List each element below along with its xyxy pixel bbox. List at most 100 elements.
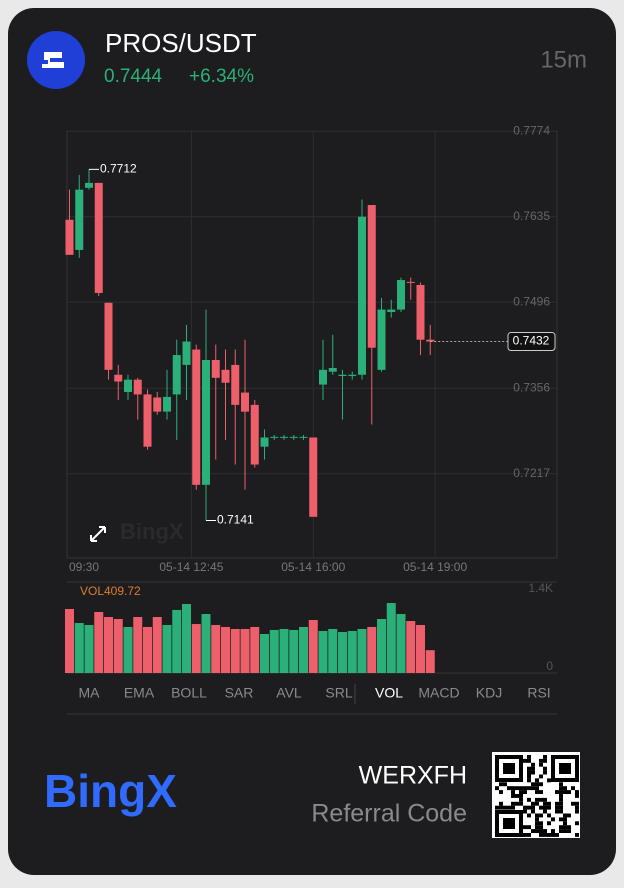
candle-body xyxy=(358,216,366,375)
qr-cell xyxy=(543,805,547,810)
volume-bar xyxy=(318,630,328,673)
qr-cell xyxy=(575,833,579,837)
volume-bar xyxy=(260,634,269,673)
qr-cell xyxy=(555,805,559,810)
candle-body xyxy=(270,436,279,438)
low-label: 0.7141 xyxy=(217,513,254,527)
indicator-tab[interactable]: MACD xyxy=(418,685,459,701)
indicator-tab[interactable]: SAR xyxy=(225,685,254,701)
qr-cell xyxy=(527,797,531,802)
volume-bar xyxy=(84,624,94,673)
candle-body xyxy=(416,284,425,340)
qr-cell xyxy=(543,801,547,806)
qr-cell xyxy=(563,786,567,791)
volume-bar xyxy=(328,628,338,673)
qr-cell xyxy=(527,774,531,779)
candle-body xyxy=(260,437,269,447)
vol-label: VOL409.72 xyxy=(80,584,141,598)
indicator-tab[interactable]: EMA xyxy=(124,685,155,701)
qr-cell xyxy=(535,817,539,822)
candle-body xyxy=(114,374,123,382)
qr-cell xyxy=(535,829,539,833)
qr-cell xyxy=(559,782,563,787)
qr-cell xyxy=(539,805,543,810)
qr-cell xyxy=(543,755,547,759)
volume-bar xyxy=(289,629,299,673)
qr-cell xyxy=(527,786,531,791)
qr-cell xyxy=(523,790,527,794)
expand-icon[interactable] xyxy=(90,526,106,542)
qr-cell xyxy=(535,778,539,783)
y-tick-label: 0.7356 xyxy=(513,380,550,394)
qr-cell xyxy=(539,790,543,794)
qr-cell xyxy=(575,809,579,814)
qr-cell xyxy=(531,805,535,810)
qr-cell xyxy=(511,805,515,810)
qr-cell xyxy=(535,825,539,830)
qr-cell xyxy=(499,790,503,794)
candle-body xyxy=(143,394,152,447)
qr-cell xyxy=(527,813,531,818)
candle-body xyxy=(367,205,376,348)
volume-bar xyxy=(191,624,201,673)
qr-cell xyxy=(527,755,531,759)
volume-bar xyxy=(123,626,133,673)
candle-body xyxy=(221,369,230,383)
high-label: 0.7712 xyxy=(100,162,137,176)
qr-cell xyxy=(523,805,527,810)
qr-cell xyxy=(527,825,531,830)
qr-cell xyxy=(531,801,535,806)
qr-cell xyxy=(543,797,547,802)
qr-cell xyxy=(519,801,523,806)
indicator-tab[interactable]: AVL xyxy=(276,685,302,701)
qr-cell xyxy=(527,758,531,763)
qr-finder xyxy=(495,810,523,837)
qr-cell xyxy=(495,786,499,791)
qr-cell xyxy=(535,797,539,802)
candle-body xyxy=(348,374,357,376)
qr-cell xyxy=(531,809,535,814)
y-tick-label: 0.7774 xyxy=(513,123,550,137)
volume-bar xyxy=(396,613,406,673)
volume-bar xyxy=(308,620,318,673)
qr-cell xyxy=(523,825,527,830)
volume-bar xyxy=(240,628,250,673)
qr-cell xyxy=(539,782,543,787)
indicator-tab[interactable]: KDJ xyxy=(476,685,502,701)
volume-bar xyxy=(94,611,104,673)
indicator-tab[interactable]: RSI xyxy=(527,685,550,701)
qr-cell xyxy=(531,762,535,767)
qr-cell xyxy=(519,786,523,791)
qr-cell xyxy=(527,770,531,775)
qr-cell xyxy=(567,829,571,833)
qr-cell xyxy=(559,786,563,791)
qr-cell xyxy=(547,833,551,837)
volume-bar xyxy=(133,617,143,673)
qr-cell xyxy=(531,770,535,775)
qr-cell xyxy=(515,786,519,791)
qr-finder xyxy=(559,763,571,774)
indicator-tab[interactable]: MA xyxy=(79,685,101,701)
indicator-tab[interactable]: SRL xyxy=(325,685,352,701)
indicator-tab[interactable]: BOLL xyxy=(171,685,207,701)
volume-bar xyxy=(425,650,435,673)
qr-cell xyxy=(547,813,551,818)
volume-bar xyxy=(162,624,172,673)
qr-cell xyxy=(507,786,511,791)
qr-cell xyxy=(511,786,515,791)
volume-bar xyxy=(201,613,211,673)
volume-bar xyxy=(221,626,230,673)
qr-cell xyxy=(575,805,579,810)
qr-cell xyxy=(539,813,543,818)
volume-bar xyxy=(386,603,396,673)
pair: PROS/USDT xyxy=(105,28,257,58)
volume-bar xyxy=(143,626,152,673)
candle-body xyxy=(172,355,181,395)
volume-bar xyxy=(104,617,113,673)
indicator-tab[interactable]: VOL xyxy=(375,685,403,701)
candle-body xyxy=(192,349,201,485)
qr-cell xyxy=(563,817,567,822)
candle-body xyxy=(250,404,259,465)
